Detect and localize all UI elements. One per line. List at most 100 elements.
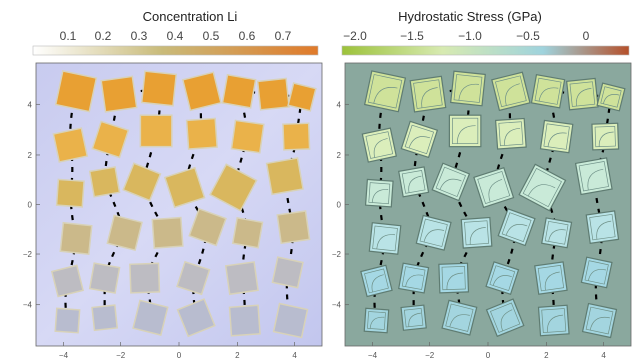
particle	[460, 216, 493, 249]
particle	[287, 82, 317, 112]
particle	[231, 217, 264, 249]
colorbar-tick-label: 0.7	[275, 29, 292, 43]
particle	[438, 262, 470, 294]
particle	[221, 73, 257, 109]
particle	[591, 122, 620, 151]
particle	[54, 307, 81, 334]
particle	[176, 298, 216, 338]
plot-panel-1: −4 −2 0 2 4 4 2 0 −2 −4	[332, 62, 632, 360]
particle	[450, 70, 486, 107]
particle	[361, 127, 397, 163]
colorbar-tick-label: −0.5	[516, 29, 540, 43]
particle	[363, 70, 407, 113]
particle	[368, 222, 402, 255]
particle	[228, 304, 261, 337]
colorbar-0	[32, 45, 319, 56]
particle	[585, 210, 620, 244]
y-tick-label: −2	[332, 250, 342, 259]
particle	[448, 114, 482, 148]
colorbar-tick-label: 0.3	[131, 29, 148, 43]
right-chart-title: Hydrostatic Stress (GPa)	[398, 9, 542, 24]
particle	[596, 82, 626, 112]
colorbar-tick-label: 0	[583, 29, 590, 43]
colorbar-tick-label: 0.5	[203, 29, 220, 43]
particle	[188, 207, 227, 247]
particle	[88, 166, 121, 198]
particle	[91, 304, 119, 332]
colorbar-tick-label: 0.2	[95, 29, 112, 43]
particle	[574, 157, 613, 196]
y-tick-label: −4	[23, 301, 33, 310]
colorbar-tick-label: −2.0	[343, 29, 367, 43]
particle	[50, 264, 84, 298]
particle	[415, 214, 452, 251]
particle	[491, 71, 531, 112]
x-tick-label: 2	[544, 351, 549, 360]
x-tick-label: 4	[292, 351, 297, 360]
y-tick-label: 0	[337, 201, 342, 210]
x-tick-label: 4	[601, 351, 606, 360]
colorbar-1	[341, 45, 630, 56]
particle	[54, 70, 98, 113]
particle	[530, 74, 566, 109]
particle	[360, 264, 393, 298]
particle	[265, 157, 304, 196]
particle	[431, 162, 471, 202]
colorbar-tick-label: 0.6	[239, 29, 256, 43]
particle	[176, 260, 211, 296]
particle	[151, 216, 184, 249]
x-tick-label: 0	[177, 351, 182, 360]
particle	[88, 262, 121, 294]
x-tick-label: −4	[368, 351, 378, 360]
particle	[581, 302, 618, 339]
y-tick-label: 4	[337, 100, 342, 109]
y-tick-label: 2	[28, 151, 33, 160]
particle	[276, 210, 311, 245]
y-tick-label: −2	[23, 250, 33, 259]
particle	[59, 221, 93, 256]
particle	[224, 261, 259, 296]
particle	[55, 178, 85, 208]
particle	[181, 71, 222, 112]
particle	[497, 208, 536, 247]
particle	[539, 119, 574, 154]
particle	[271, 256, 304, 289]
particle	[566, 77, 599, 111]
particle	[485, 261, 520, 296]
y-tick-label: 4	[28, 100, 33, 109]
particle	[580, 256, 613, 289]
particle	[534, 261, 568, 295]
y-tick-label: 0	[28, 201, 33, 210]
left-chart-title: Concentration Li	[142, 9, 238, 24]
particle	[363, 307, 390, 334]
particle	[91, 120, 130, 159]
x-tick-label: 2	[235, 351, 240, 360]
particle	[100, 75, 138, 113]
particle	[398, 262, 430, 294]
particle	[106, 214, 143, 252]
colorbar-tick-label: −1.0	[458, 29, 482, 43]
particle	[441, 299, 478, 336]
particle	[494, 117, 527, 150]
x-tick-label: 0	[486, 351, 491, 360]
particle	[52, 127, 89, 163]
particle	[139, 114, 173, 148]
y-tick-label: 2	[337, 151, 342, 160]
particle	[129, 262, 161, 294]
x-tick-label: −2	[425, 351, 435, 360]
particle	[256, 77, 290, 111]
particle	[409, 75, 447, 113]
particle	[400, 120, 439, 159]
particle	[163, 166, 206, 209]
particle	[518, 163, 567, 212]
particle	[485, 298, 525, 338]
particle	[209, 163, 258, 212]
particle	[473, 166, 515, 209]
particle	[541, 217, 573, 249]
plot-panel-0: −4 −2 0 2 4 4 2 0 −2 −4	[23, 62, 323, 360]
particle	[230, 119, 265, 154]
particle	[272, 302, 309, 339]
particle	[185, 117, 218, 150]
particle	[122, 162, 162, 202]
